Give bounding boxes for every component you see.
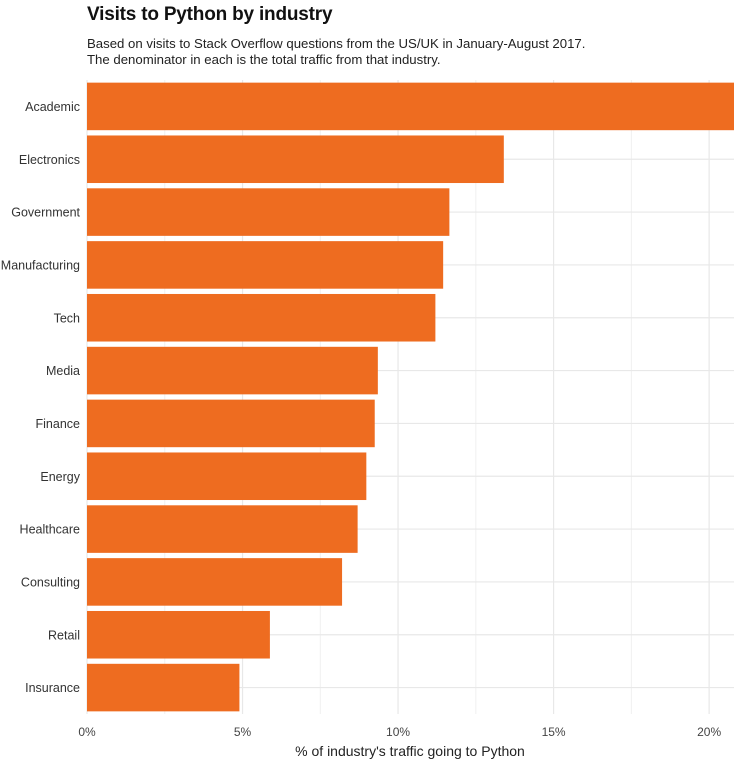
category-label: Academic bbox=[25, 100, 80, 114]
x-axis-title: % of industry's traffic going to Python bbox=[295, 743, 525, 759]
category-label: Government bbox=[11, 206, 80, 220]
chart-title: Visits to Python by industry bbox=[87, 4, 333, 25]
x-tick-labels: 0% 5% 10% 15% 20% bbox=[78, 725, 721, 739]
bar-finance bbox=[87, 399, 375, 448]
bar-consulting bbox=[87, 558, 343, 606]
category-label: Manufacturing bbox=[1, 258, 80, 272]
bars bbox=[87, 82, 734, 712]
category-label: Insurance bbox=[25, 681, 80, 695]
category-label: Tech bbox=[54, 311, 80, 325]
bar-insurance bbox=[87, 663, 240, 712]
category-label: Finance bbox=[36, 417, 81, 431]
bar-electronics bbox=[87, 135, 504, 184]
subtitle-line-1: Based on visits to Stack Overflow questi… bbox=[87, 36, 586, 51]
bar-academic bbox=[87, 82, 734, 131]
bar-retail bbox=[87, 610, 270, 659]
category-label: Energy bbox=[40, 470, 80, 484]
bar-government bbox=[87, 188, 450, 236]
x-tick-label: 15% bbox=[542, 725, 566, 739]
x-tick-label: 5% bbox=[234, 725, 252, 739]
category-labels: Academic Electronics Government Manufacturi… bbox=[1, 100, 81, 695]
bar-energy bbox=[87, 452, 367, 501]
x-tick-label: 10% bbox=[386, 725, 410, 739]
category-label: Retail bbox=[48, 628, 80, 642]
category-label: Electronics bbox=[19, 153, 80, 167]
category-label: Media bbox=[46, 364, 80, 378]
bar-healthcare bbox=[87, 505, 358, 553]
subtitle-line-2: The denominator in each is the total tra… bbox=[87, 52, 441, 67]
category-label: Healthcare bbox=[20, 523, 80, 537]
x-tick-label: 20% bbox=[697, 725, 721, 739]
bar-manufacturing bbox=[87, 241, 444, 289]
bar-media bbox=[87, 346, 378, 395]
x-tick-label: 0% bbox=[78, 725, 96, 739]
bar-tech bbox=[87, 293, 436, 342]
chart-subtitle: Based on visits to Stack Overflow questi… bbox=[87, 36, 585, 68]
category-label: Consulting bbox=[21, 575, 80, 589]
